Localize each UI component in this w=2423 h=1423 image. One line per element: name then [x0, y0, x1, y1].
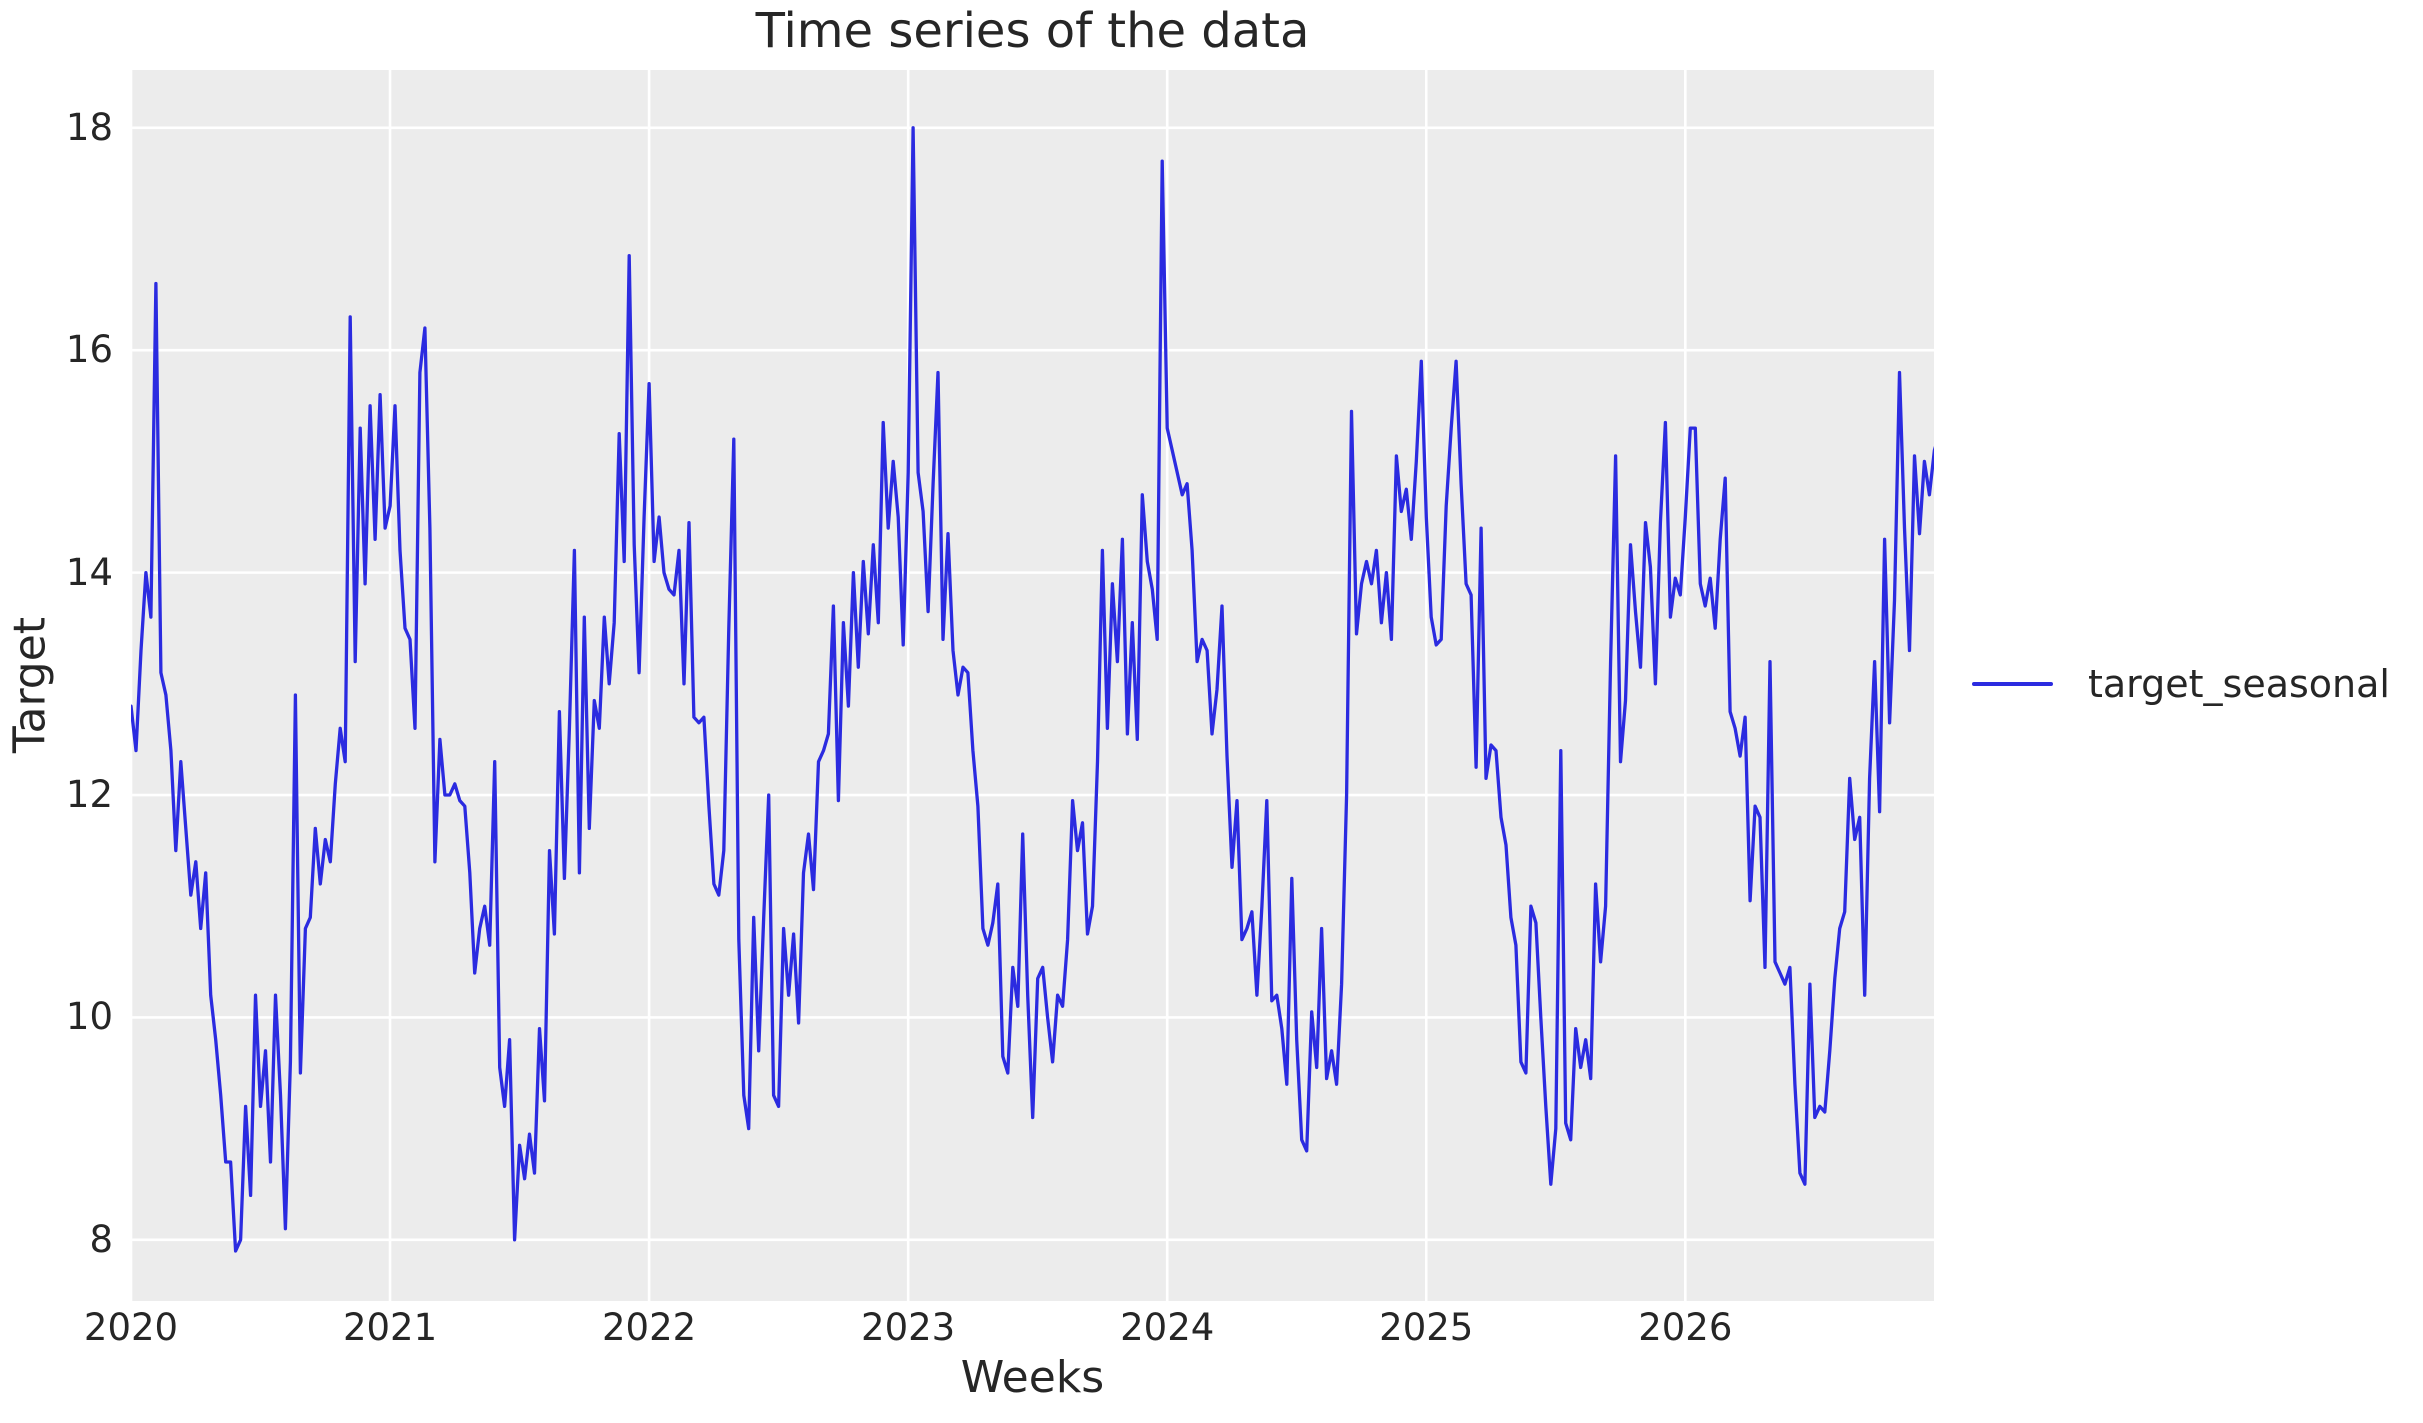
y-tick-label: 8 [89, 1217, 113, 1261]
x-tick-label: 2022 [602, 1306, 697, 1349]
y-tick-label: 16 [65, 328, 113, 372]
x-tick-label: 2020 [83, 1306, 179, 1349]
y-tick-label: 12 [65, 773, 113, 817]
y-tick-label: 18 [65, 105, 113, 149]
y-axis-label: Target [4, 616, 56, 754]
x-tick-label: 2024 [1120, 1306, 1215, 1349]
y-tick-label: 14 [65, 550, 113, 594]
x-tick-label: 2025 [1379, 1306, 1474, 1349]
legend-line-swatch [1972, 682, 2053, 686]
series-line-target_seasonal [131, 126, 1934, 1253]
x-tick-label: 2021 [342, 1306, 438, 1349]
x-axis-label: Weeks [960, 1352, 1105, 1403]
x-tick-label: 2023 [861, 1306, 956, 1349]
chart-title: Time series of the data [755, 3, 1310, 59]
x-tick-label: 2026 [1638, 1306, 1733, 1349]
legend-label: target_seasonal [2088, 662, 2390, 706]
plot-area [131, 70, 1934, 1301]
time-series-plot [131, 70, 1934, 1301]
y-tick-label: 10 [65, 995, 113, 1039]
